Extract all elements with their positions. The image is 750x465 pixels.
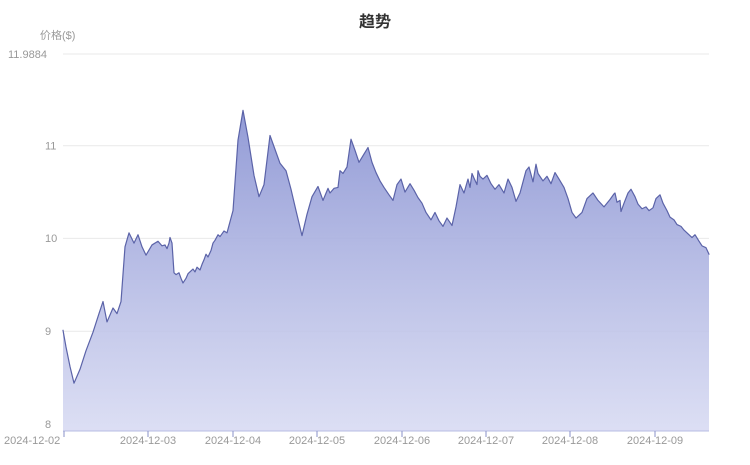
svg-text:2024-12-09: 2024-12-09 — [627, 435, 683, 447]
svg-text:11.9884: 11.9884 — [8, 49, 47, 61]
svg-text:2024-12-03: 2024-12-03 — [120, 435, 176, 447]
svg-text:10: 10 — [45, 233, 57, 245]
svg-text:9: 9 — [45, 326, 51, 338]
svg-text:2024-12-07: 2024-12-07 — [458, 435, 514, 447]
svg-text:11: 11 — [45, 141, 56, 153]
svg-text:2024-12-08: 2024-12-08 — [542, 435, 598, 447]
svg-text:2024-12-05: 2024-12-05 — [289, 435, 345, 447]
svg-text:8: 8 — [45, 419, 51, 431]
svg-text:2024-12-06: 2024-12-06 — [374, 435, 430, 447]
svg-text:2024-12-02: 2024-12-02 — [4, 435, 60, 447]
svg-text:2024-12-04: 2024-12-04 — [205, 435, 261, 447]
